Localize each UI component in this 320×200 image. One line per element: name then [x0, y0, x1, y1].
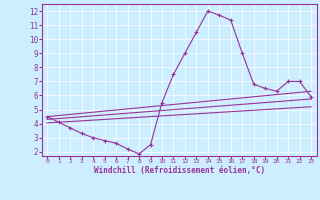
X-axis label: Windchill (Refroidissement éolien,°C): Windchill (Refroidissement éolien,°C) [94, 166, 265, 175]
